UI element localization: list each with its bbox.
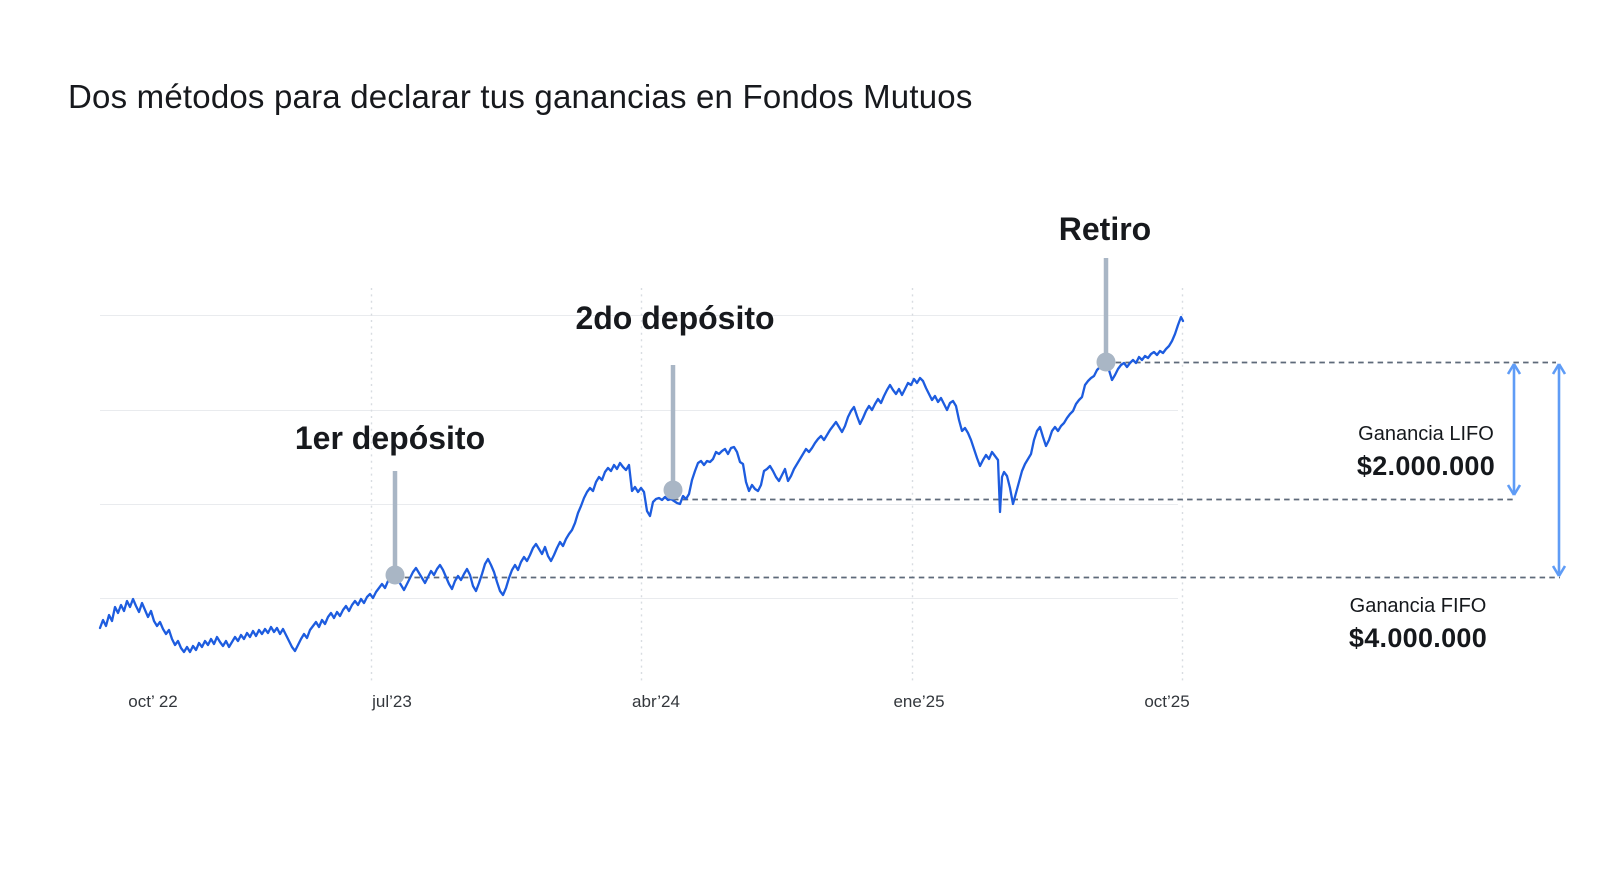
gain-arrow-head-up <box>1512 363 1522 375</box>
gain-lifo-callout: Ganancia LIFO $2.000.000 <box>1357 419 1495 483</box>
x-axis-tick-jul23: jul’23 <box>372 692 412 711</box>
annotation-first-deposit: 1er depósito <box>294 420 486 456</box>
gain-arrow-head-down <box>1512 484 1522 496</box>
gain-fifo-value: $4.000.000 <box>1348 623 1488 653</box>
x-axis-tick-abr24: abr’24 <box>632 692 680 711</box>
gain-arrow-head-up <box>1506 363 1516 375</box>
gain-arrow-head-up <box>1557 363 1567 375</box>
annotation-second-deposit: 2do depósito <box>575 300 775 336</box>
event-dot <box>1096 352 1116 372</box>
gain-fifo-callout: Ganancia FIFO $4.000.000 <box>1349 591 1487 655</box>
gain-lifo-label: Ganancia LIFO <box>1358 423 1494 445</box>
x-axis-tick-oct25: oct’25 <box>1144 692 1190 711</box>
gain-arrow-head-down <box>1557 565 1567 577</box>
event-dot <box>385 565 405 585</box>
event-dot <box>663 480 683 500</box>
x-axis-tick-oct22: oct’ 22 <box>128 692 178 711</box>
gain-arrow-head-up <box>1551 363 1561 375</box>
gain-arrow-head-down <box>1506 484 1516 496</box>
page-title: Dos métodos para declarar tus ganancias … <box>68 78 973 115</box>
price-line <box>98 315 1185 654</box>
gain-lifo-value: $2.000.000 <box>1356 451 1496 481</box>
gain-fifo-label: Ganancia FIFO <box>1349 595 1487 617</box>
x-axis-tick-ene25: ene’25 <box>893 692 945 711</box>
annotation-withdrawal: Retiro <box>1058 211 1152 247</box>
gain-arrow-head-down <box>1551 565 1561 577</box>
